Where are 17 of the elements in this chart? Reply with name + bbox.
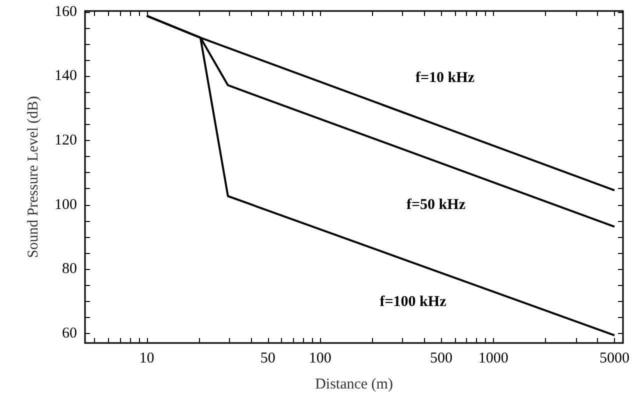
y-tick-label: 160 bbox=[54, 4, 77, 20]
series-label: f=10 kHz bbox=[416, 70, 475, 86]
x-tick-label: 50 bbox=[260, 350, 276, 366]
y-tick-label: 120 bbox=[54, 132, 77, 149]
x-tick-label: 500 bbox=[430, 350, 452, 366]
series-label: f=50 kHz bbox=[406, 197, 466, 213]
y-axis-title: Sound Pressure Level (dB) bbox=[26, 96, 42, 258]
series-label: f=100 kHz bbox=[380, 294, 447, 310]
x-axis-title: Distance (m) bbox=[315, 376, 393, 392]
x-tick-label: 1000 bbox=[478, 350, 508, 366]
y-tick-label: 140 bbox=[54, 68, 77, 84]
y-tick-label: 80 bbox=[62, 261, 77, 278]
y-tick-label: 60 bbox=[62, 325, 77, 342]
x-tick-label: 10 bbox=[139, 350, 154, 366]
x-tick-label: 5000 bbox=[599, 350, 630, 366]
y-tick-label: 100 bbox=[54, 196, 77, 213]
x-tick-label: 100 bbox=[308, 350, 332, 366]
